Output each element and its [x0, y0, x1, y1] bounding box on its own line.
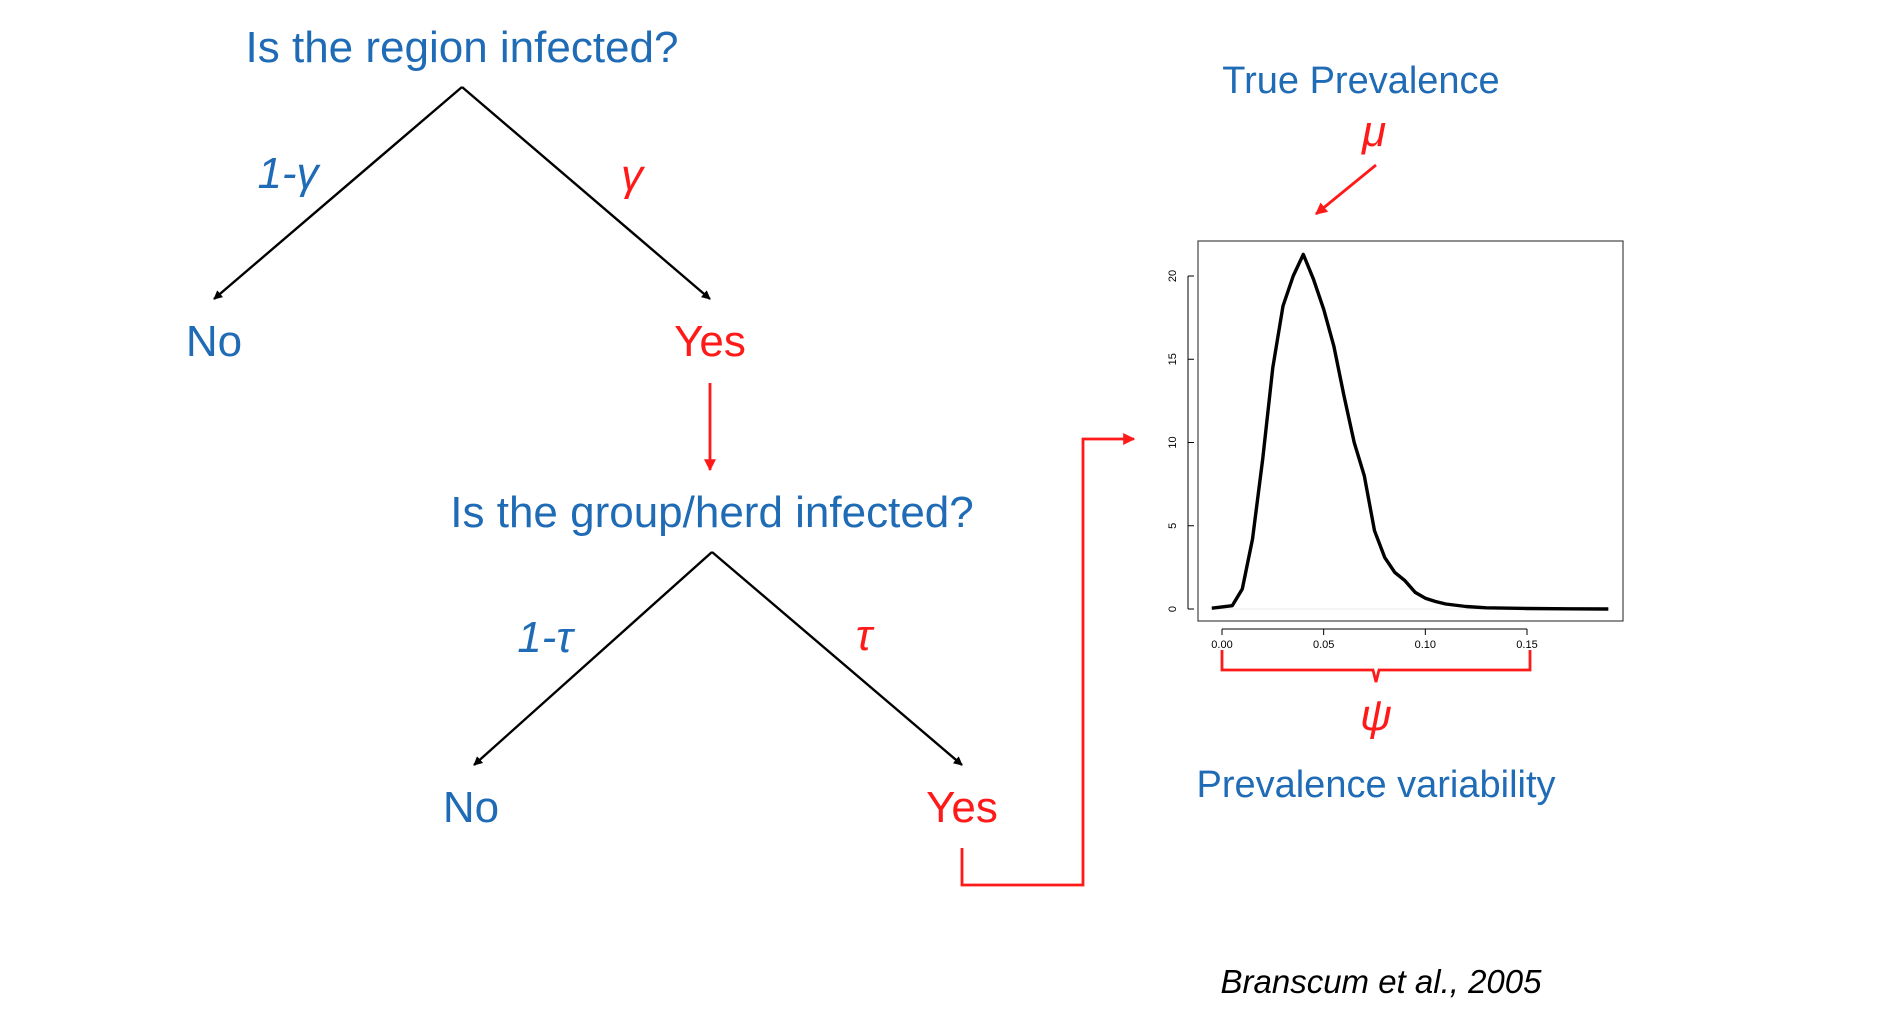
x-tick-label: 0.15 [1516, 639, 1537, 651]
y-ticks: 0 5 10 15 20 [1167, 270, 1194, 612]
y-tick-label: 15 [1167, 353, 1179, 365]
y-tick-label: 10 [1167, 436, 1179, 448]
branch-region-yes [461, 86, 711, 300]
answer-group-yes: Yes [926, 783, 998, 832]
psi-symbol: ψ [1360, 691, 1392, 740]
y-tick-label: 0 [1167, 606, 1179, 612]
question-group: Is the group/herd infected? [450, 488, 973, 537]
branch-group-no [473, 551, 713, 766]
answer-region-no: No [186, 317, 242, 366]
prob-region-no: 1-γ [257, 149, 321, 198]
prob-group-no: 1-τ [517, 613, 575, 662]
mu-symbol: μ [1361, 107, 1386, 156]
prob-group-yes: τ [856, 611, 875, 660]
plot-label-prevalence-variability: Prevalence variability [1196, 764, 1555, 806]
density-curve [1211, 252, 1609, 611]
citation: Branscum et al., 2005 [1220, 963, 1542, 1000]
x-ticks: 0.00 0.05 0.10 0.15 [1211, 629, 1538, 651]
x-tick-label: 0.00 [1211, 639, 1232, 651]
plot-frame [1197, 240, 1624, 622]
psi-brace [1220, 650, 1532, 683]
answer-region-yes: Yes [674, 317, 746, 366]
x-tick-label: 0.10 [1415, 639, 1436, 651]
branch-group-yes [711, 551, 963, 766]
question-region: Is the region infected? [246, 23, 679, 72]
mu-arrow [1315, 163, 1377, 216]
plot-title-true-prevalence: True Prevalence [1222, 60, 1499, 102]
y-tick-label: 5 [1167, 523, 1179, 529]
x-tick-label: 0.05 [1313, 639, 1334, 651]
prob-region-yes: γ [621, 151, 646, 200]
branch-region-no [213, 86, 463, 300]
answer-group-no: No [443, 783, 499, 832]
connector-yes-to-plot [960, 433, 1136, 887]
y-tick-label: 20 [1167, 270, 1179, 282]
